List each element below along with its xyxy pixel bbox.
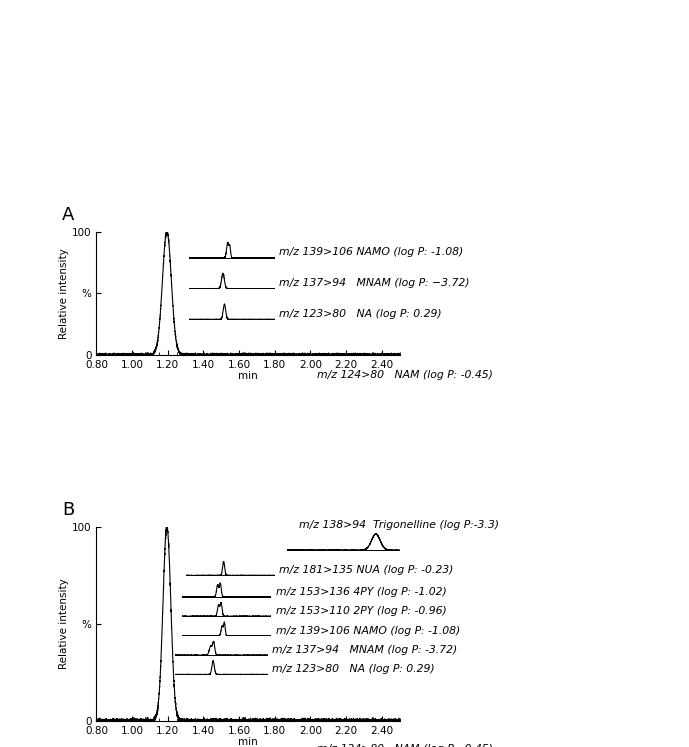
Text: m/z 139>106 NAMO (log P: -1.08): m/z 139>106 NAMO (log P: -1.08) [276, 625, 460, 636]
X-axis label: min: min [238, 737, 258, 747]
Text: m/z 124>80   NAM (log P: -0.45): m/z 124>80 NAM (log P: -0.45) [316, 370, 493, 379]
X-axis label: min: min [238, 371, 258, 381]
Y-axis label: Relative intensity: Relative intensity [59, 248, 69, 338]
Text: m/z 138>94  Trigonelline (log P:-3.3): m/z 138>94 Trigonelline (log P:-3.3) [298, 520, 499, 530]
Text: m/z 181>135 NUA (log P: -0.23): m/z 181>135 NUA (log P: -0.23) [279, 565, 454, 575]
Text: m/z 139>106 NAMO (log P: -1.08): m/z 139>106 NAMO (log P: -1.08) [279, 247, 464, 257]
Text: A: A [62, 206, 74, 224]
Text: m/z 123>80   NA (log P: 0.29): m/z 123>80 NA (log P: 0.29) [272, 664, 435, 675]
Text: m/z 124>80   NAM (log P: -0.45): m/z 124>80 NAM (log P: -0.45) [316, 744, 493, 747]
Text: B: B [62, 501, 74, 519]
Text: m/z 123>80   NA (log P: 0.29): m/z 123>80 NA (log P: 0.29) [279, 309, 442, 319]
Y-axis label: Relative intensity: Relative intensity [59, 578, 69, 669]
Text: m/z 153>110 2PY (log P: -0.96): m/z 153>110 2PY (log P: -0.96) [276, 606, 446, 616]
Text: m/z 153>136 4PY (log P: -1.02): m/z 153>136 4PY (log P: -1.02) [276, 586, 446, 597]
Text: m/z 137>94   MNAM (log P: −3.72): m/z 137>94 MNAM (log P: −3.72) [279, 278, 470, 288]
Text: m/z 137>94   MNAM (log P: -3.72): m/z 137>94 MNAM (log P: -3.72) [272, 645, 457, 655]
